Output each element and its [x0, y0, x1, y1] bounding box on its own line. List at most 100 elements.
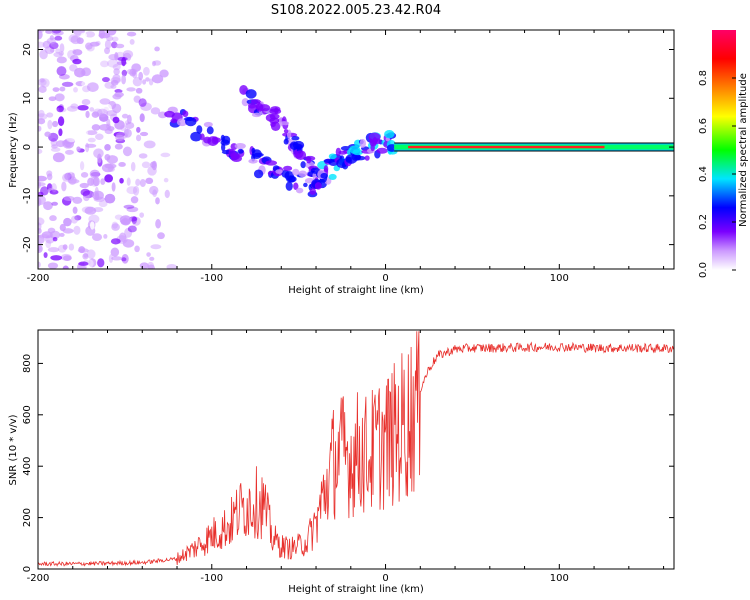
- spectrogram-xtick-label: 100: [550, 273, 569, 284]
- spectrogram-cell: [122, 50, 134, 59]
- spectrogram-cell: [147, 264, 156, 269]
- spectrogram-cell: [48, 96, 57, 102]
- spectrogram-cell: [61, 139, 70, 145]
- spectrogram-cell: [97, 153, 102, 164]
- spectrogram-cell: [370, 143, 375, 152]
- spectrogram-cell: [241, 98, 250, 107]
- snr-xtick-label: -100: [200, 573, 223, 584]
- spectrogram-cell: [123, 204, 135, 209]
- spectrogram-cell: [80, 32, 87, 39]
- spectrogram-cell: [104, 39, 112, 50]
- spectrogram-cell: [258, 104, 271, 112]
- spectrogram-cell: [87, 137, 96, 143]
- spectrogram-cell: [228, 149, 236, 157]
- spectrogram-cell: [135, 134, 142, 142]
- spectrogram-cell: [245, 89, 257, 99]
- spectrogram-cell: [359, 138, 367, 149]
- spectrogram-cell: [199, 133, 205, 141]
- spectrogram-cell: [155, 219, 162, 229]
- spectrogram-ytick-label: -10: [22, 188, 33, 204]
- spectrogram-cell: [85, 143, 97, 148]
- spectrogram-cell: [111, 182, 116, 192]
- spectrogram-cell: [126, 31, 137, 37]
- spectrogram-cell: [83, 258, 94, 268]
- spectrogram-cell: [66, 135, 77, 143]
- spectrogram-cell: [138, 153, 148, 159]
- spectrogram-cell: [114, 143, 123, 150]
- spectrogram-cell: [147, 166, 157, 176]
- spectrogram-cell: [279, 121, 290, 126]
- spectrogram-cell: [38, 148, 43, 155]
- spectrogram-cell: [176, 118, 188, 127]
- spectrogram-cell: [122, 146, 133, 157]
- spectrogram-cell: [112, 116, 120, 124]
- spectrogram-cell: [65, 149, 74, 155]
- spectrogram-cell: [135, 87, 143, 94]
- spectrogram-cell: [70, 215, 78, 224]
- spectrogram-cell: [72, 206, 78, 214]
- spectrogram-cell: [54, 93, 65, 102]
- spectrogram-cell: [148, 78, 154, 86]
- spectrogram-cell: [291, 136, 300, 141]
- spectrogram-cell: [89, 41, 100, 47]
- spectrogram-cell: [328, 153, 337, 160]
- spectrogram-cell: [52, 152, 65, 163]
- spectrogram-cell: [100, 178, 106, 185]
- spectrogram-carrier-core: [408, 145, 605, 149]
- spectrogram-cell: [38, 125, 42, 132]
- spectrogram-ytick-label: 20: [22, 43, 33, 56]
- spectrogram-cell: [99, 112, 106, 118]
- spectrogram-cell: [52, 87, 60, 92]
- spectrogram-cell: [72, 58, 82, 65]
- colorbar: 0.0 0.2 0.4 0.6 0.8 Normalized spectral ampl…: [698, 30, 749, 278]
- spectrogram-cell: [86, 249, 96, 259]
- spectrogram-ytick-label: 0: [22, 144, 33, 150]
- spectrogram-ytick-label: -20: [22, 236, 33, 252]
- spectrogram-cell: [99, 123, 111, 131]
- spectrogram-cell: [230, 154, 243, 163]
- colorbar-gradient: [712, 30, 736, 270]
- spectrogram-cell: [70, 231, 81, 241]
- spectrogram-cell: [95, 133, 104, 140]
- spectrogram-cell: [111, 221, 118, 229]
- spectrogram-cell: [68, 34, 79, 43]
- spectrogram-cell: [306, 157, 312, 164]
- snr-panel: -200 -100 0 100 0 200 400 600 800 Height of stra…: [8, 329, 675, 595]
- spectrogram-cell: [111, 36, 119, 42]
- spectrogram-ytick-label: 10: [22, 92, 33, 105]
- spectrogram-cell: [239, 84, 248, 95]
- spectrogram-cell: [170, 118, 178, 124]
- spectrogram-cell: [163, 177, 169, 183]
- spectrogram-cell: [46, 37, 56, 45]
- spectrogram-cell: [39, 49, 48, 60]
- spectrogram-cell: [300, 161, 306, 169]
- spectrogram-cell: [118, 161, 126, 167]
- snr-xtick-label: -200: [27, 573, 50, 584]
- spectrogram-cell: [47, 247, 60, 253]
- spectrogram-cell: [134, 245, 140, 253]
- spectrogram-cell: [114, 91, 124, 98]
- spectrogram-cell: [53, 51, 64, 58]
- spectrogram-cell: [49, 230, 61, 239]
- spectrogram-cell: [287, 175, 297, 183]
- spectrogram-cell: [164, 189, 170, 199]
- spectrogram-cell: [70, 103, 79, 109]
- spectrogram-cell: [104, 174, 114, 183]
- spectrogram-cell: [129, 39, 135, 45]
- spectrogram-cell: [110, 84, 117, 89]
- spectrogram-cell: [126, 87, 136, 92]
- spectrogram-cell: [63, 217, 72, 227]
- spectrogram-cell: [274, 107, 279, 114]
- spectrogram-cell: [78, 261, 89, 266]
- spectrogram-cell: [118, 232, 127, 242]
- spectrogram-cell: [81, 206, 94, 214]
- spectrogram-cell: [80, 188, 90, 196]
- spectrogram-cell: [132, 185, 140, 196]
- spectrogram-cell: [89, 107, 95, 112]
- spectrogram-cell: [147, 261, 155, 269]
- spectrogram-cell: [81, 67, 92, 77]
- spectrogram-cell: [81, 81, 88, 87]
- spectrogram-cell: [135, 178, 141, 187]
- spectrogram-cell: [352, 149, 364, 156]
- spectrogram-cell: [44, 131, 51, 137]
